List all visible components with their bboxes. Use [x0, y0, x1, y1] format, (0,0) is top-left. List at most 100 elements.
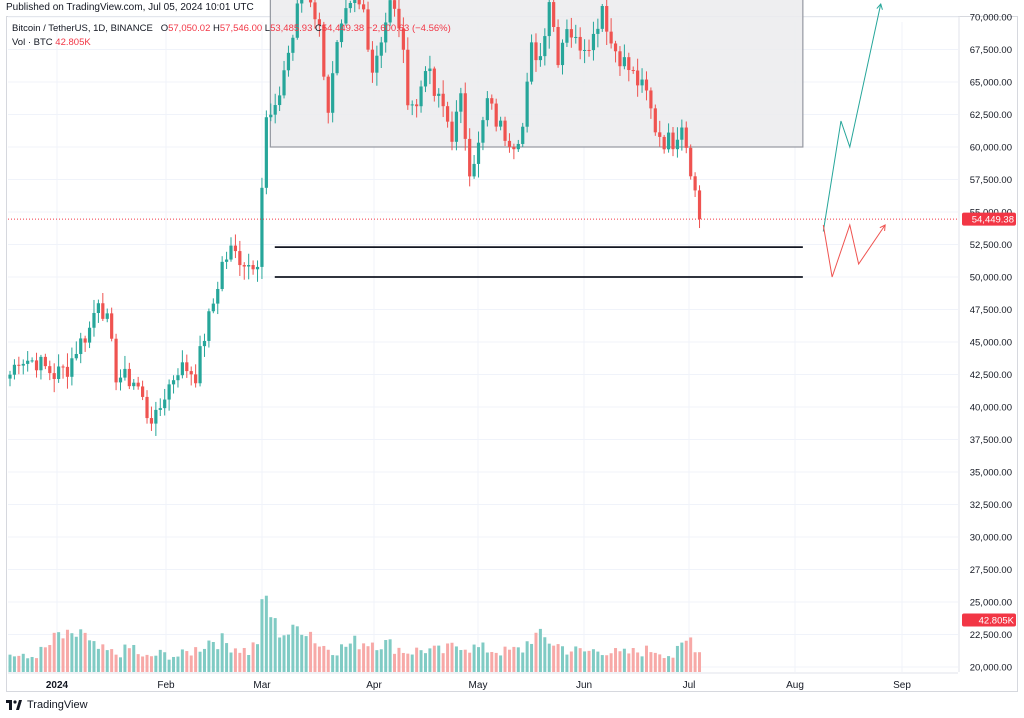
candle-body: [560, 42, 565, 66]
price-tick-label: 62,500.00: [970, 110, 1012, 121]
volume-bar: [675, 645, 679, 672]
volume-bar: [92, 641, 96, 672]
volume-bar: [242, 647, 246, 672]
candle-body: [653, 108, 657, 133]
projection-up-arrowhead: [876, 2, 883, 10]
volume-bar: [282, 635, 286, 672]
footer-brand: TradingView: [27, 699, 88, 711]
candle-body: [317, 19, 321, 25]
time-tick-label: 2024: [46, 680, 69, 691]
volume-bar: [384, 640, 388, 672]
candle-body: [613, 43, 618, 52]
volume-bar: [154, 655, 158, 672]
candle-body: [689, 147, 693, 177]
candle-body: [264, 117, 268, 188]
candle-body: [512, 146, 516, 150]
price-tick-label: 40,000.00: [970, 403, 1012, 414]
projection-down-path: [822, 223, 886, 278]
volume-bar: [605, 655, 609, 672]
candle-body: [627, 57, 631, 71]
price-tick-label: 67,500.00: [970, 45, 1012, 56]
candle-body: [167, 384, 171, 400]
candle-body: [357, 0, 361, 5]
volume-bar: [309, 631, 313, 672]
volume-bars: [8, 595, 702, 672]
candle-body: [476, 142, 481, 164]
volume-bar: [317, 646, 321, 672]
candle-body: [136, 382, 140, 387]
candle-body: [12, 364, 17, 375]
candle-body: [229, 245, 233, 260]
candle-body: [472, 163, 476, 177]
candles: [8, 0, 958, 436]
volume-bar: [260, 599, 264, 672]
candle-body: [242, 265, 246, 267]
candle-body: [640, 79, 644, 86]
volume-bar: [507, 649, 511, 672]
candle-body: [8, 374, 12, 379]
candle-body: [180, 362, 184, 376]
volume-bar: [521, 652, 525, 672]
candle-body: [216, 288, 220, 304]
candle-body: [494, 103, 498, 127]
volume-bar: [264, 595, 268, 672]
volume-bar: [141, 656, 145, 672]
volume-bar: [353, 635, 357, 672]
volume-bar: [662, 658, 666, 672]
price-tick-label: 57,500.00: [970, 175, 1012, 186]
volume-bar: [428, 648, 432, 672]
volume-bar: [180, 649, 184, 672]
candle-body: [255, 266, 260, 270]
candle-body: [79, 338, 83, 355]
candle-body: [70, 358, 74, 377]
volume-bar: [667, 656, 671, 672]
volume-bar: [547, 643, 551, 672]
candle-body: [189, 371, 193, 375]
candle-body: [552, 2, 556, 27]
candle-body: [419, 86, 423, 107]
candle-body: [450, 121, 454, 142]
candle-body: [697, 190, 702, 220]
candle-body: [578, 36, 582, 51]
candle-body: [96, 303, 100, 314]
volume-bar: [609, 653, 613, 672]
candle-body: [295, 3, 299, 38]
volume-bar: [233, 648, 237, 672]
volume-bar: [163, 652, 167, 672]
open-value: 57,050.02: [168, 23, 211, 34]
projection-down-arrowhead: [879, 224, 886, 232]
time-tick-label: Mar: [253, 680, 271, 691]
volume-bar: [357, 649, 361, 672]
candle-body: [176, 375, 180, 381]
volume-bar: [48, 645, 52, 672]
time-tick-label: Sep: [893, 680, 911, 691]
candle-body: [644, 79, 649, 91]
legend-ohlc-row: Bitcoin / TetherUS, 1D, BINANCE O57,050.…: [12, 22, 451, 36]
candle-body: [154, 409, 158, 424]
candle-body: [269, 114, 273, 118]
volume-bar: [583, 651, 587, 672]
candle-body: [207, 311, 211, 341]
volume-bar: [397, 647, 401, 672]
price-tick-label: 20,000.00: [970, 663, 1012, 674]
tradingview-logo-icon: [6, 700, 22, 710]
volume-bar: [525, 641, 529, 672]
volume-bar: [432, 645, 436, 672]
volume-bar: [198, 651, 202, 672]
volume-bar: [490, 652, 494, 672]
candle-body: [65, 366, 70, 377]
candle-body: [636, 70, 640, 86]
volume-bar: [472, 644, 476, 672]
volume-bar: [653, 652, 657, 672]
candle-body: [587, 49, 591, 51]
volume-bar: [450, 642, 454, 672]
price-tick-label: 22,500.00: [970, 630, 1012, 641]
volume-bar: [331, 655, 335, 672]
candle-body: [432, 68, 436, 96]
candle-body: [331, 73, 335, 113]
volume-bar: [423, 653, 427, 672]
volume-bar: [671, 657, 675, 672]
candle-body: [379, 42, 383, 56]
candle-body: [308, 0, 313, 3]
